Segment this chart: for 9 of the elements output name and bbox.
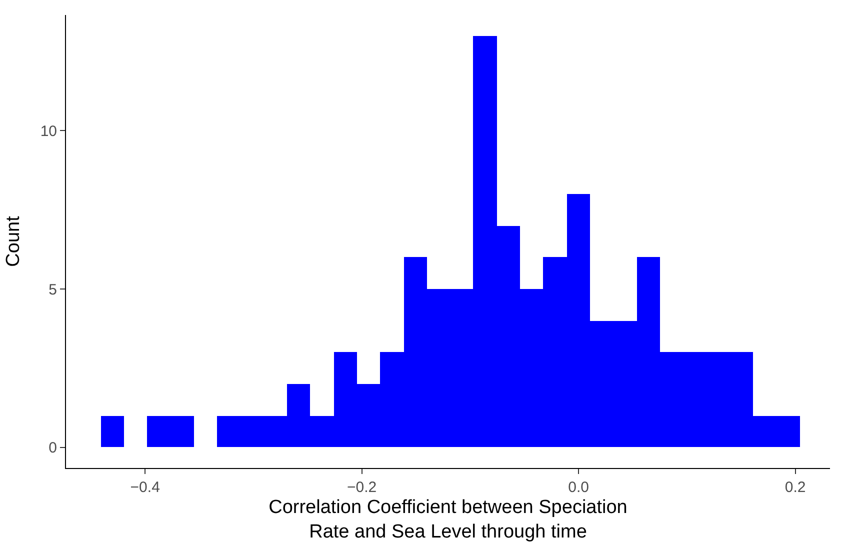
x-tick-label: −0.4: [130, 479, 160, 496]
y-tick-label: 10: [40, 122, 57, 140]
y-axis-title: Count: [3, 215, 24, 267]
y-tick-label: 0: [48, 440, 57, 457]
x-axis-title: Correlation Coefficient between Speciation Rate and Sea Level through time: [268, 496, 628, 542]
x-tick-label: 0.2: [784, 479, 806, 496]
x-tick-label: −0.2: [347, 479, 377, 496]
x-tick-label: 0.0: [568, 479, 590, 496]
y-tick-label: 5: [48, 281, 57, 298]
